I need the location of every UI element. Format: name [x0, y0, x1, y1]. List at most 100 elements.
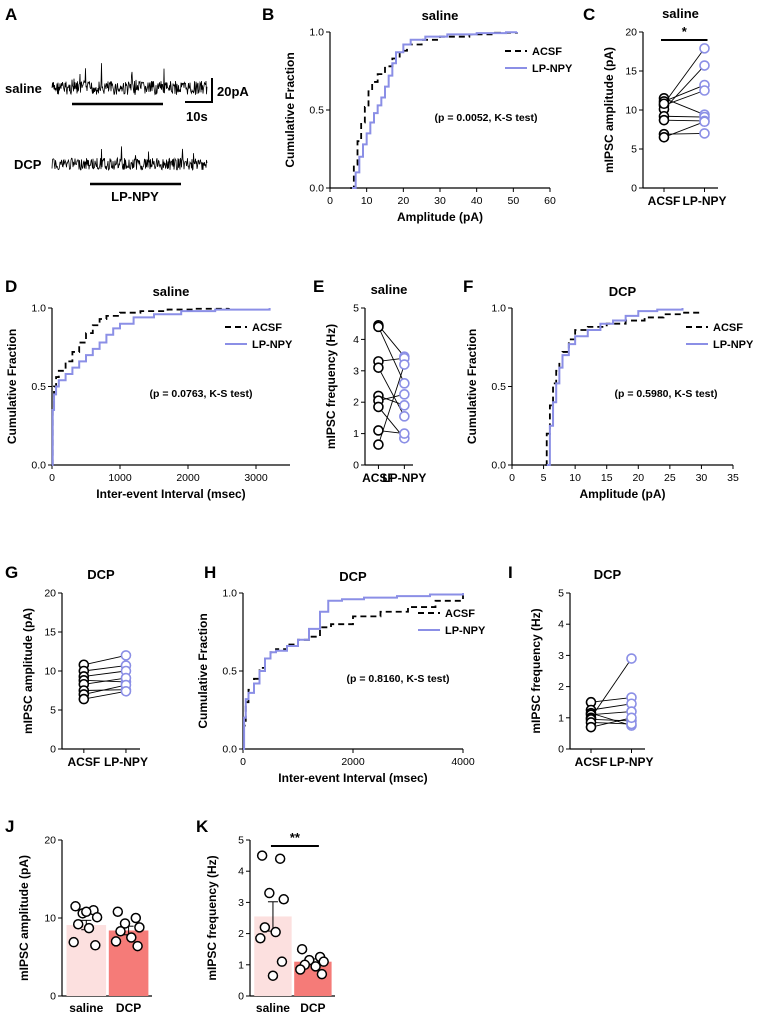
y-tick-label: 5: [558, 588, 564, 600]
y-tick-label: 1.0: [309, 27, 324, 39]
legend-label: ACSF: [713, 322, 743, 334]
lpnpy-point: [699, 43, 710, 54]
data-point: [134, 922, 145, 933]
pair-line: [590, 717, 632, 728]
panel-title: saline: [662, 6, 699, 21]
panel-letter: I: [508, 563, 513, 582]
pair-line: [378, 324, 405, 357]
data-point: [274, 853, 286, 864]
data-point: [295, 964, 306, 975]
pair-line: [590, 697, 632, 703]
y-axis-label: mIPSC amplitude (pA): [602, 47, 616, 173]
panel-letter: D: [5, 277, 17, 296]
legend-label: ACSF: [445, 608, 475, 620]
acsf-point: [585, 721, 597, 733]
x-tick-label: 0: [509, 472, 515, 484]
x-tick-label: 10: [361, 195, 373, 207]
acsf-point: [658, 98, 670, 110]
lpnpy-point: [399, 378, 410, 389]
stat-annotation: (p = 0.0763, K-S test): [150, 388, 253, 400]
y-axis-label: Cumulative Fraction: [465, 329, 479, 444]
lpnpy-point: [120, 650, 132, 661]
acsf-point: [373, 401, 384, 413]
x-tick-label: 2000: [341, 756, 365, 768]
panel-title: saline: [422, 8, 459, 23]
stat-annotation: (p = 0.5980, K-S test): [615, 388, 718, 400]
x-tick-label: 0: [240, 756, 246, 768]
panel-title: saline: [371, 282, 408, 297]
stat-annotation: (p = 0.8160, K-S test): [347, 673, 450, 685]
y-tick-label: 15: [625, 66, 637, 78]
data-point: [256, 850, 268, 861]
y-tick-label: 0.5: [309, 105, 324, 117]
pair-line: [83, 665, 127, 672]
panel-h: H DCP 0.0 0.5 1.0 0 2000 4000 Inter-event Interv…: [196, 563, 486, 785]
y-tick-label: 5: [50, 705, 56, 717]
data-point: [310, 961, 321, 972]
lpnpy-curve: [51, 308, 271, 466]
x-tick-label: ACSF: [648, 194, 681, 208]
x-tick-label: DCP: [116, 1001, 141, 1015]
panel-letter: C: [583, 5, 595, 24]
y-axis-label: mIPSC frequency (Hz): [529, 608, 543, 733]
y-tick-label: 5: [353, 303, 359, 315]
y-tick-label: 3: [353, 365, 359, 377]
pair-line: [590, 711, 632, 716]
x-axis-label: Amplitude (pA): [397, 210, 483, 224]
data-point: [90, 940, 101, 951]
sig-marker: *: [682, 24, 688, 39]
data-point: [267, 970, 279, 981]
x-tick-label: ACSF: [362, 471, 395, 485]
panel-title: saline: [153, 284, 190, 299]
y-tick-label: 0.5: [31, 381, 46, 393]
legend-label: ACSF: [252, 322, 282, 334]
x-axis-label: Inter-event Interval (msec): [278, 771, 427, 785]
y-tick-label: 3: [558, 650, 564, 662]
x-tick-label: 0: [49, 472, 55, 484]
x-tick-label: 0: [327, 195, 333, 207]
panel-title: DCP: [339, 569, 367, 584]
y-tick-label: 2: [353, 397, 359, 409]
pair-line: [590, 722, 632, 725]
lpnpy-point: [699, 60, 710, 71]
panel-j: J 0 10 20 mIPSC amplitude (pA) saline DCP: [5, 817, 152, 1015]
y-tick-label: 4: [238, 866, 244, 878]
x-tick-label: 5: [541, 472, 547, 484]
bar-saline: [66, 925, 107, 996]
y-tick-label: 1.0: [31, 303, 46, 315]
y-axis-label: mIPSC amplitude (pA): [17, 855, 31, 981]
legend-label: LP-NPY: [445, 625, 486, 637]
pair-line: [663, 48, 705, 105]
panel-f: F DCP 0.0 0.5 1.0 0 5 10 15 20 25 30 35 Amplitude (pA…: [463, 277, 754, 501]
x-tick-label: DCP: [300, 1001, 325, 1015]
y-tick-label: 4: [353, 334, 359, 346]
x-tick-label: ACSF: [575, 755, 608, 769]
y-tick-label: 1: [353, 428, 359, 440]
x-tick-label: 15: [601, 472, 613, 484]
data-point: [68, 936, 79, 948]
y-tick-label: 10: [625, 105, 637, 117]
x-axis-label: Amplitude (pA): [580, 487, 666, 501]
trace-waveform: [51, 146, 208, 171]
y-tick-label: 2: [238, 928, 244, 940]
y-tick-label: 0.0: [309, 183, 324, 195]
pair-line: [663, 121, 705, 138]
y-axis-label: Cumulative Fraction: [196, 613, 210, 728]
pair-line: [663, 84, 705, 102]
acsf-point: [373, 425, 384, 436]
sig-marker: **: [290, 830, 301, 845]
data-point: [112, 906, 124, 918]
panel-letter: F: [463, 277, 473, 296]
x-tick-label: saline: [69, 1001, 103, 1015]
pair-line: [83, 684, 127, 695]
x-tick-label: LP-NPY: [104, 755, 148, 769]
lpnpy-point: [699, 116, 710, 127]
pair-line: [378, 326, 405, 384]
acsf-curve: [51, 307, 230, 466]
y-tick-label: 10: [44, 913, 56, 925]
y-tick-label: 10: [44, 666, 56, 678]
x-tick-label: 25: [664, 472, 676, 484]
y-tick-label: 5: [631, 144, 637, 156]
